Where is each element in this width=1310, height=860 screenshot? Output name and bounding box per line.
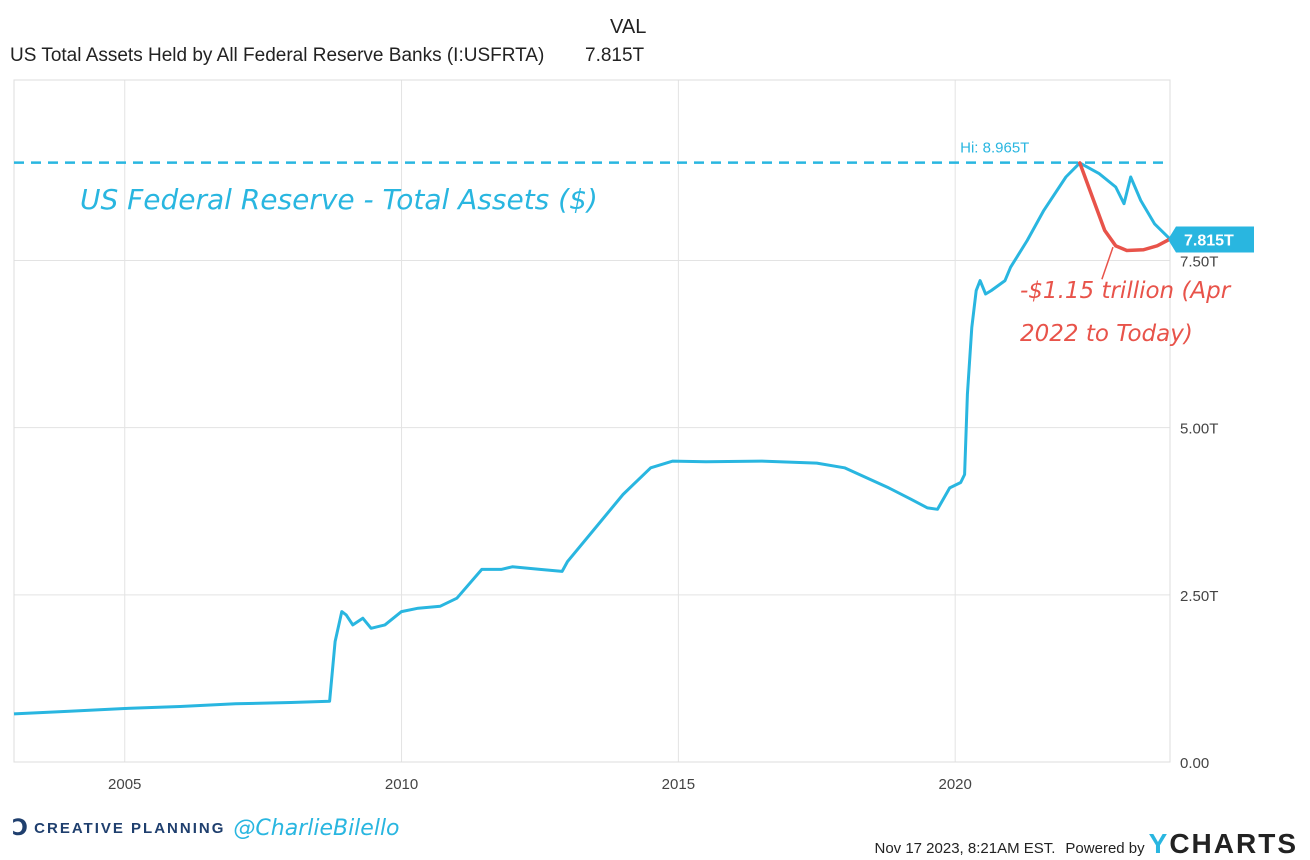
y-tick-label: 2.50T (1180, 588, 1218, 605)
series-legend-value: 7.815T (585, 45, 645, 66)
y-tick-label: 5.00T (1180, 421, 1218, 438)
series-legend-name[interactable]: US Total Assets Held by All Federal Rese… (10, 45, 545, 66)
creative-planning-brand: Ɔ CREATIVE PLANNING @CharlieBilello (12, 816, 400, 841)
decline-annotation-line2: 2022 to Today) (1020, 321, 1193, 347)
y-tick-label: 7.50T (1180, 254, 1218, 271)
author-handle[interactable]: @CharlieBilello (233, 816, 400, 841)
chart-timestamp: Nov 17 2023, 8:21AM EST. (874, 840, 1056, 857)
ycharts-logo-text: CHARTS (1169, 828, 1298, 859)
decline-annotation-line1: -$1.15 trillion (Apr (1020, 278, 1232, 304)
x-tick-label: 2015 (662, 776, 695, 793)
series-line-decline-annotation (1078, 161, 1172, 253)
decline-pointer (1101, 246, 1114, 280)
current-value-badge-text: 7.815T (1184, 232, 1234, 249)
creative-planning-logo-icon: Ɔ (12, 816, 29, 841)
current-value-badge: 7.815T (1168, 226, 1254, 253)
series-line-total-assets (13, 161, 1172, 716)
chart-heading-annotation: US Federal Reserve - Total Assets ($) (80, 183, 598, 216)
creative-planning-wordmark: CREATIVE PLANNING (34, 820, 226, 837)
ycharts-logo-y: Y (1148, 828, 1170, 859)
x-tick-label: 2020 (939, 776, 972, 793)
plot-frame (13, 79, 1171, 763)
hi-reference-label: Hi: 8.965T (960, 140, 1029, 157)
value-column-header: VAL (610, 16, 647, 38)
powered-by-label: Powered by (1065, 840, 1145, 857)
footer-attribution: Nov 17 2023, 8:21AM EST. Powered by YCHA… (874, 828, 1298, 860)
y-tick-label: 0.00 (1180, 755, 1209, 772)
axis-ticks: 2005 2010 2015 2020 0.00 2.50T 5.00T 7.50T (108, 254, 1218, 793)
x-tick-label: 2010 (385, 776, 418, 793)
ycharts-logo[interactable]: YCHARTS (1149, 828, 1298, 860)
x-tick-label: 2005 (108, 776, 141, 793)
